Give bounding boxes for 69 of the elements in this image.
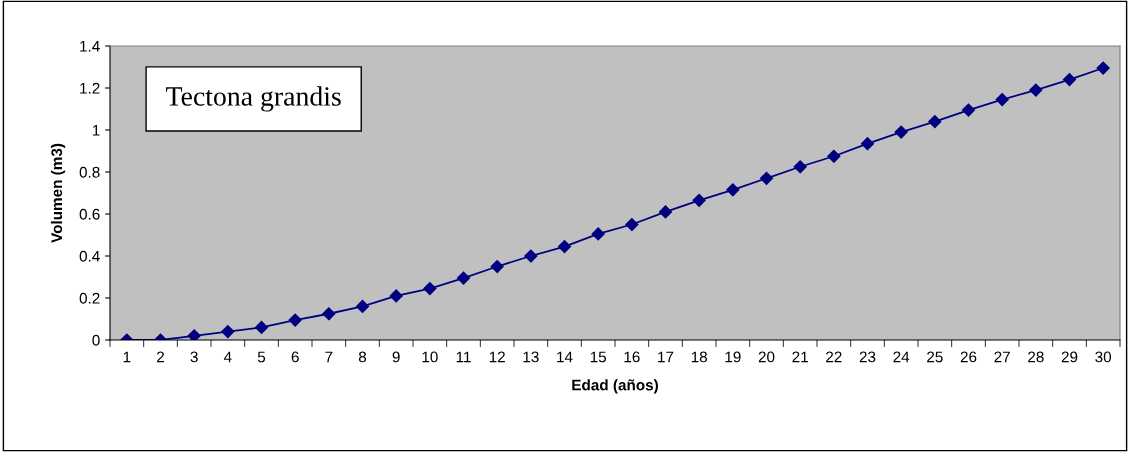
point	[961, 103, 976, 117]
x-tick-label: 13	[523, 351, 539, 363]
x-tick-label: 3	[190, 351, 198, 363]
x-tick-label: 19	[725, 351, 741, 363]
x-tick-label: 24	[893, 351, 910, 363]
point	[221, 325, 235, 339]
point	[793, 160, 807, 174]
x-tick-label: 21	[792, 351, 808, 363]
x-tick-label: 17	[658, 351, 674, 363]
x-tick-label: 18	[691, 351, 707, 363]
y-tick-label: 0.6	[79, 208, 100, 220]
point	[389, 289, 403, 303]
x-tick-label: 25	[927, 351, 943, 363]
x-tick-label: 15	[590, 351, 607, 363]
point	[288, 313, 302, 327]
x-tick-label: 11	[456, 351, 471, 363]
point	[827, 149, 841, 163]
x-tick-label: 27	[994, 351, 1010, 363]
annotation: Tectona grandis	[166, 86, 341, 112]
x-tick-label: 28	[1028, 351, 1044, 363]
x-tick-label: 1	[123, 351, 131, 363]
point	[557, 239, 572, 254]
point	[658, 205, 673, 219]
x-tick-label: 9	[392, 351, 400, 363]
point	[456, 271, 471, 285]
x-tick-label: 16	[624, 351, 640, 363]
y-tick-label: 1.2	[80, 82, 100, 94]
x-tick-label: 14	[557, 351, 573, 363]
point	[254, 320, 269, 334]
y-tick-label: 0	[92, 334, 100, 346]
point	[1062, 73, 1077, 87]
y-axis-title: Volumen (m3)	[50, 143, 66, 243]
x-tick-label: 6	[291, 351, 299, 363]
x-tick-label: 22	[826, 351, 842, 363]
y-tick-label: 0.4	[79, 250, 100, 262]
y-tick-label: 1	[92, 125, 100, 136]
point	[995, 92, 1009, 107]
point	[187, 329, 201, 340]
point	[322, 307, 336, 321]
x-tick-label: 2	[157, 351, 164, 363]
x-tick-label: 29	[1061, 351, 1078, 363]
y-tick-label: 0.8	[79, 166, 100, 178]
point	[894, 125, 908, 139]
point	[490, 259, 504, 274]
point	[928, 115, 942, 129]
point	[423, 281, 437, 296]
point	[1096, 61, 1110, 75]
x-tick-label: 12	[489, 351, 505, 363]
y-tick-label: 0.2	[79, 292, 100, 304]
x-tick-label: 20	[758, 351, 775, 363]
x-tick-label: 26	[960, 351, 977, 363]
x-tick-label: 4	[223, 351, 232, 363]
point	[1029, 83, 1043, 97]
point	[355, 299, 370, 313]
x-tick-label: 7	[325, 351, 333, 363]
x-tick-label: 23	[859, 351, 876, 363]
y-tick-label: 1.4	[80, 41, 100, 52]
x-tick-label: 5	[257, 351, 266, 363]
point	[759, 171, 774, 185]
point	[692, 193, 706, 207]
point	[524, 249, 538, 263]
x-tick-label: 8	[358, 351, 367, 363]
x-axis-title: Edad (años)	[572, 379, 658, 394]
point	[860, 137, 875, 151]
point	[625, 217, 639, 232]
x-tick-label: 10	[422, 351, 438, 363]
point	[726, 183, 740, 197]
point	[591, 227, 605, 241]
x-tick-label: 30	[1095, 351, 1112, 363]
